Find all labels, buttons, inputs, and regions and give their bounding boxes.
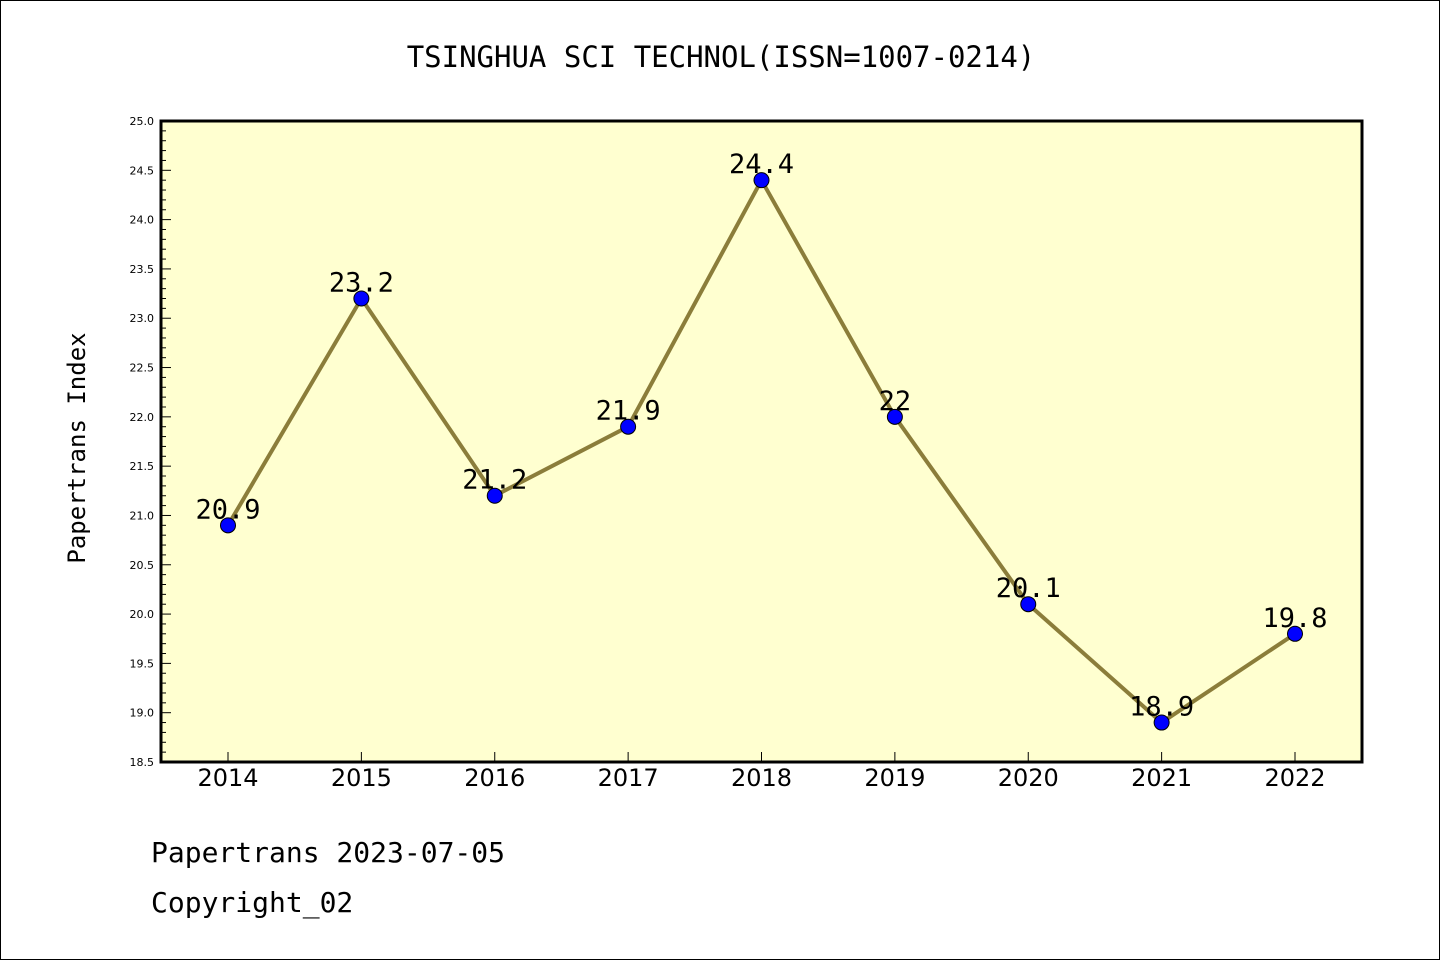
data-label: 19.8 [1262,603,1327,634]
y-tick-label: 21.5 [130,460,155,473]
y-tick-label: 20.0 [130,608,155,621]
footer-copyright: Copyright_02 [151,886,354,919]
data-point [886,408,903,425]
y-tick-label: 25.0 [130,115,155,128]
data-point [220,517,236,534]
y-axis: 18.5 19.0 19.5 20.0 20.5 21.0 21.5 22.0 22.5 23.0… [130,115,171,769]
data-point [1153,714,1170,731]
y-tick-label: 23.5 [130,263,155,276]
x-tick-label: 2020 [998,764,1059,792]
y-tick-label: 22.5 [130,362,155,375]
x-tick-label: 2019 [864,764,925,792]
data-point [753,172,770,189]
data-point [1020,596,1037,613]
x-tick-label: 2021 [1131,764,1192,792]
y-tick-label: 19.0 [130,707,155,720]
y-tick-label: 24.5 [130,164,155,177]
data-point [353,290,370,307]
plot-frame [159,119,1364,764]
y-tick-label: 24.0 [130,214,155,227]
data-label: 18.9 [1129,692,1194,723]
data-label: 20.9 [195,494,260,525]
y-axis-label: Papertrans Index [63,332,91,563]
data-label: 21.9 [596,396,661,427]
x-axis: 2014 2015 2016 2017 2018 2019 2020 2021 2022 [197,752,1326,792]
y-tick-label: 23.0 [130,312,155,325]
data-label: 23.2 [329,268,394,299]
x-tick-label: 2022 [1264,764,1325,792]
y-tick-label: 20.5 [130,559,155,572]
data-point [620,418,637,435]
x-tick-label: 2018 [731,764,792,792]
plot-area [161,121,1362,762]
data-point [1287,625,1303,642]
chart-title: TSINGHUA SCI TECHNOL(ISSN=1007-0214) [407,40,1036,74]
data-label: 22 [879,386,912,417]
y-tick-label: 19.5 [130,657,155,670]
data-label: 21.2 [462,465,527,496]
x-tick-label: 2014 [197,764,258,792]
footer-date: Papertrans 2023-07-05 [151,836,506,869]
data-label: 24.4 [729,149,794,180]
y-tick-label: 18.5 [130,756,155,769]
series: 20.9 23.2 21.2 21.9 24.4 22 20.1 18.9 19.8 [195,149,1328,731]
data-label: 20.1 [996,573,1061,604]
x-tick-label: 2015 [331,764,392,792]
x-tick-label: 2017 [598,764,659,792]
y-tick-label: 22.0 [130,411,155,424]
data-point [486,487,503,504]
y-tick-label: 21.0 [130,509,155,522]
x-tick-label: 2016 [464,764,525,792]
